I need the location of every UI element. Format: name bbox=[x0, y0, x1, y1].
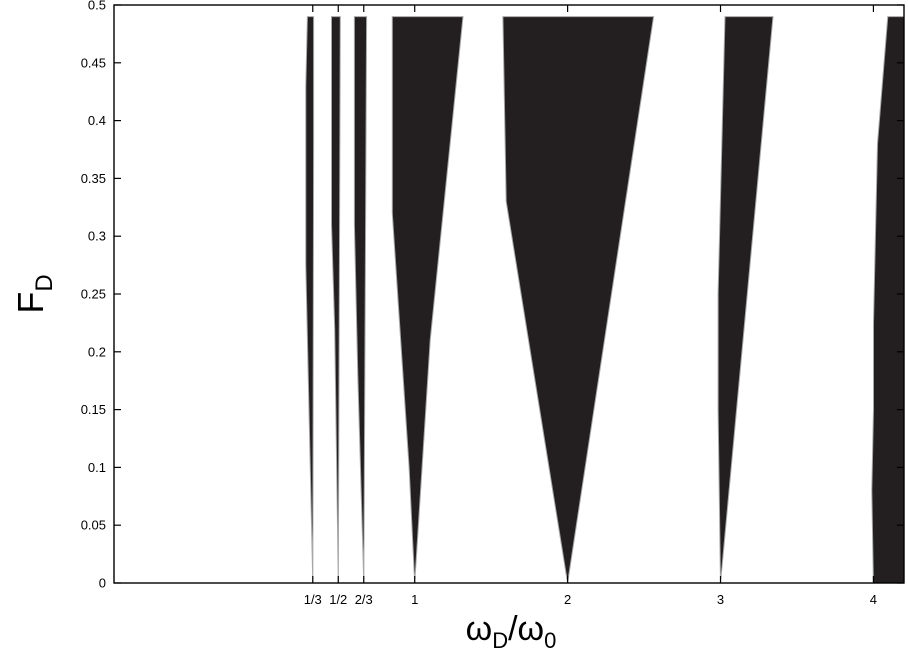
y-tick-label: 0.3 bbox=[88, 229, 106, 244]
y-tick-label: 0.05 bbox=[81, 518, 106, 533]
x-axis-title-sub1: D bbox=[492, 628, 508, 653]
x-axis-title-main: ω bbox=[466, 610, 493, 648]
region-0_3333 bbox=[305, 16, 315, 584]
y-tick-label: 0.1 bbox=[88, 460, 106, 475]
region-3 bbox=[717, 16, 774, 584]
y-axis-title-subscript: D bbox=[31, 274, 58, 291]
y-tick-label: 0.25 bbox=[81, 287, 106, 302]
region-0_5 bbox=[331, 16, 341, 584]
x-tick-label: 3 bbox=[717, 592, 724, 607]
region-4 bbox=[871, 16, 905, 584]
x-tick-label: 1 bbox=[411, 592, 418, 607]
x-ticks: 1/3 1/2 2/3 1 2 3 4 bbox=[304, 5, 877, 607]
y-ticks: 0 0.05 0.1 0.15 0.2 0.25 0.3 0.35 0.4 0.45 0.5 bbox=[81, 0, 904, 591]
x-tick-label: 1/2 bbox=[329, 592, 347, 607]
y-tick-label: 0 bbox=[99, 576, 106, 591]
y-tick-label: 0.2 bbox=[88, 344, 106, 359]
y-tick-label: 0.15 bbox=[81, 402, 106, 417]
x-axis-title-sep: /ω bbox=[508, 610, 544, 648]
y-tick-label: 0.35 bbox=[81, 171, 106, 186]
stability-regions bbox=[305, 16, 905, 584]
y-axis-title: FD bbox=[10, 274, 58, 313]
y-axis-title-main: F bbox=[10, 292, 51, 314]
y-tick-label: 0.4 bbox=[88, 113, 106, 128]
region-2 bbox=[502, 16, 655, 584]
y-tick-label: 0.5 bbox=[88, 0, 106, 13]
region-0_6667 bbox=[353, 16, 368, 584]
y-tick-label: 0.45 bbox=[81, 55, 106, 70]
x-tick-label: 1/3 bbox=[304, 592, 322, 607]
x-tick-label: 4 bbox=[870, 592, 877, 607]
x-axis-title: ωD/ω0 bbox=[466, 610, 557, 653]
region-1 bbox=[391, 16, 464, 584]
x-tick-label: 2/3 bbox=[355, 592, 373, 607]
x-tick-label: 2 bbox=[564, 592, 571, 607]
x-axis-title-sub2: 0 bbox=[544, 628, 556, 653]
